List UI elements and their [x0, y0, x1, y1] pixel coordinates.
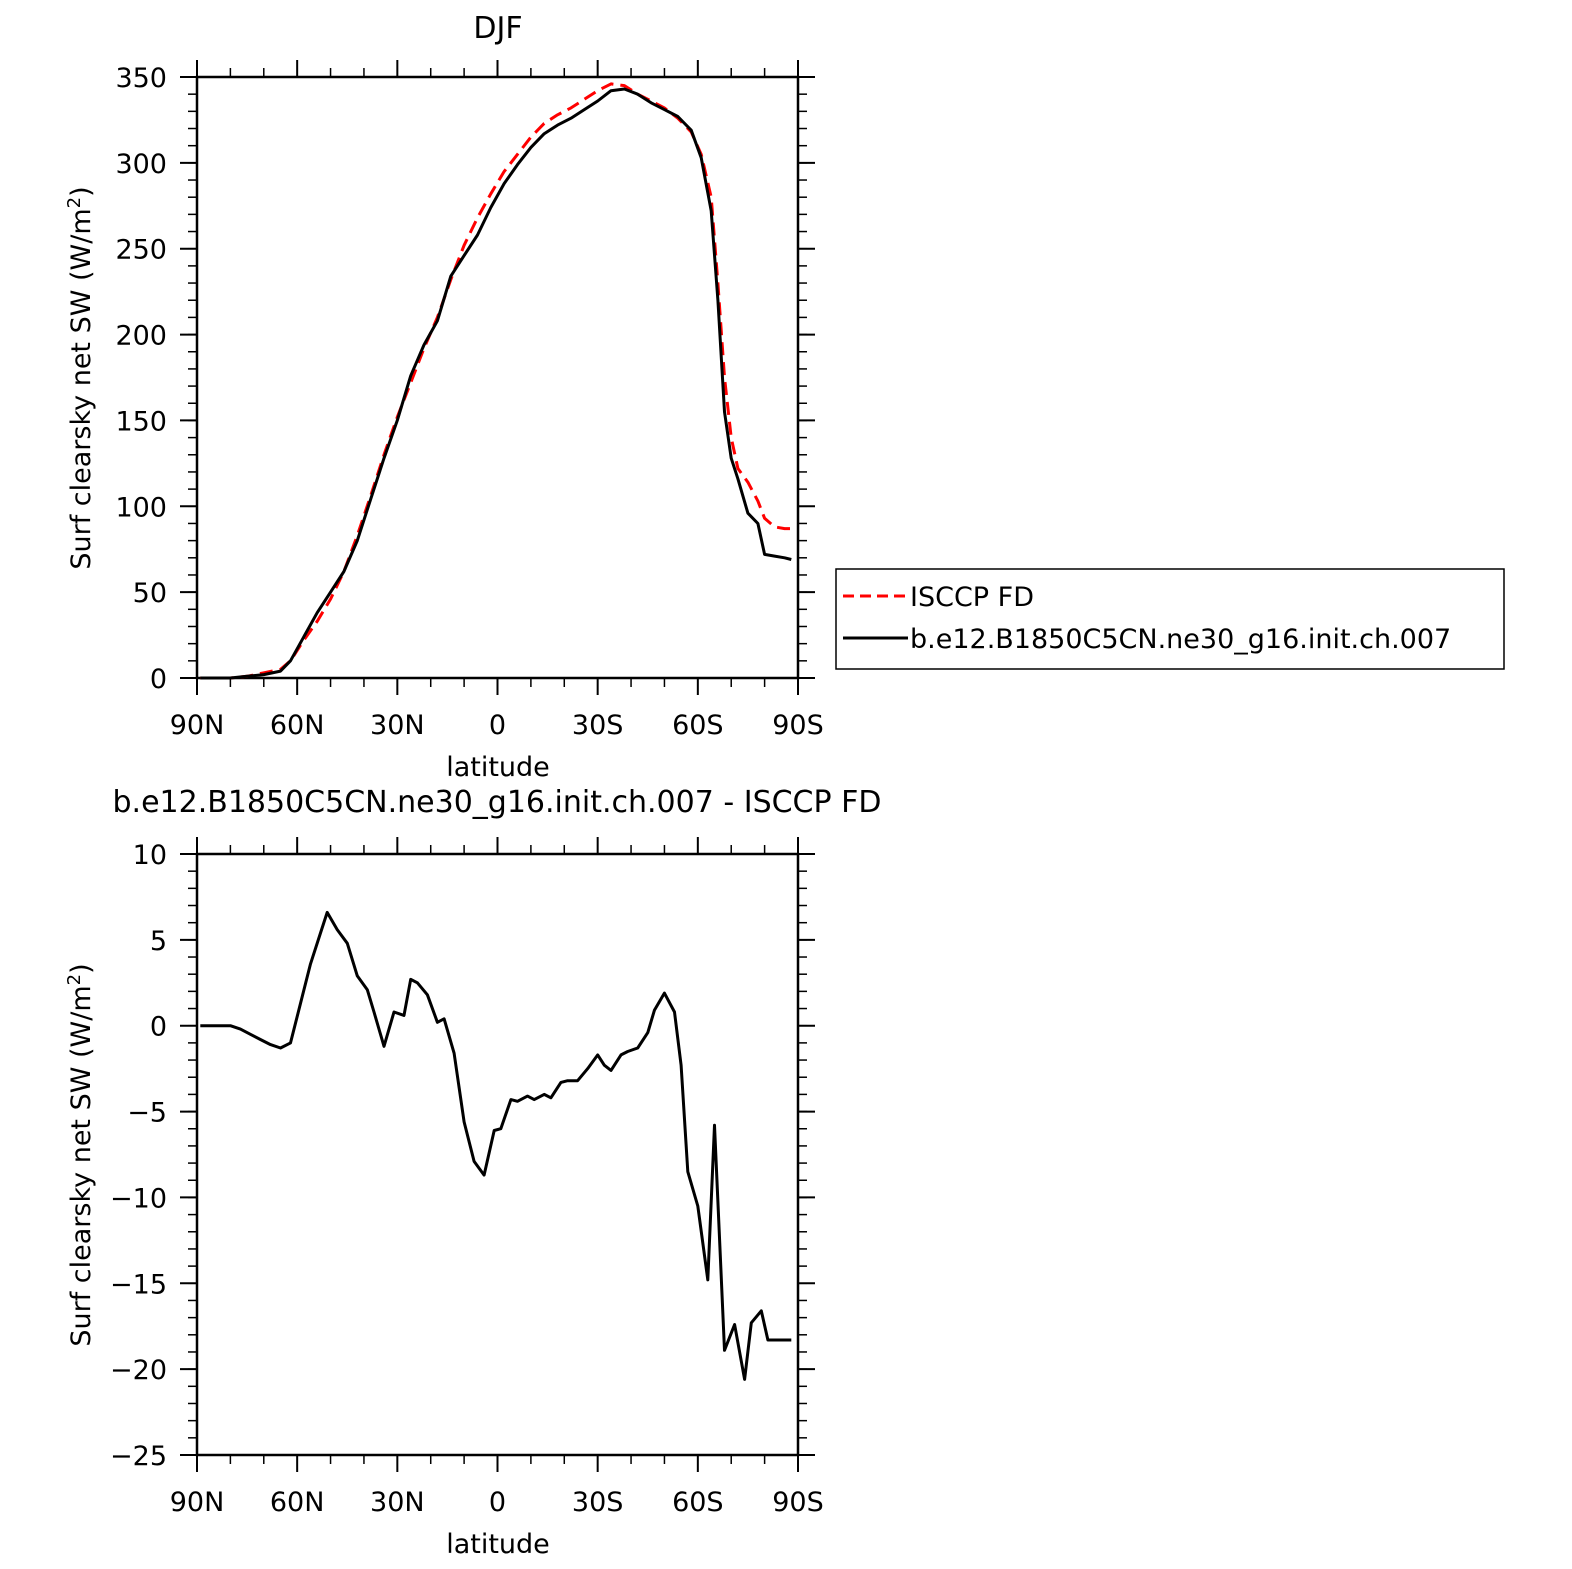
bottom-y-tick-label: −10 [110, 1183, 167, 1214]
top-x-axis-label: latitude [446, 752, 550, 783]
bottom-y-tick-label: −15 [110, 1269, 167, 1300]
top-y-axis-label: Surf clearsky net SW (W/m2) [64, 186, 97, 569]
bottom-plot-frame [195, 852, 800, 1457]
top-chart-ticks: 90N 60N 30N 0 30S 60S 90S 0 50 100 150 200 250 300 350 [115, 60, 824, 741]
top-x-tick-label: 90S [772, 710, 824, 741]
bottom-series-line-0 [200, 910, 792, 1381]
bottom-y-tick-label: 10 [133, 840, 167, 871]
bottom-x-axis-label: latitude [446, 1529, 550, 1560]
legend: ISCCP FD b.e12.B1850C5CN.ne30_g16.init.c… [835, 568, 1505, 670]
bottom-y-axis-label: Surf clearsky net SW (W/m2) [64, 963, 97, 1346]
top-y-tick-label: 250 [115, 235, 167, 266]
top-chart-panel: DJF 90N 60N 30N 0 30S 60S 90S 0 50 100 150 200 250 30… [64, 11, 1505, 783]
top-y-tick-label: 150 [115, 406, 167, 437]
legend-label-isccp: ISCCP FD [910, 582, 1034, 613]
top-chart-title: DJF [473, 11, 522, 46]
top-x-tick-label: 60S [672, 710, 724, 741]
top-x-tick-label: 0 [489, 710, 506, 741]
bottom-chart-panel: b.e12.B1850C5CN.ne30_g16.init.ch.007 - I… [64, 785, 881, 1560]
top-y-tick-label: 200 [115, 321, 167, 352]
bottom-y-tick-label: −20 [110, 1355, 167, 1386]
bottom-y-tick-label: −5 [127, 1098, 167, 1129]
bottom-x-tick-label: 90S [772, 1487, 824, 1518]
top-x-tick-label: 60N [270, 710, 325, 741]
top-y-tick-label: 350 [115, 63, 167, 94]
legend-label-model: b.e12.B1850C5CN.ne30_g16.init.ch.007 [910, 624, 1451, 655]
top-chart-series [200, 82, 792, 680]
top-x-tick-label: 30N [370, 710, 425, 741]
bottom-y-tick-label: −25 [110, 1441, 167, 1472]
bottom-x-tick-label: 30S [572, 1487, 624, 1518]
top-y-tick-label: 0 [150, 664, 167, 695]
top-y-tick-label: 300 [115, 149, 167, 180]
top-plot-frame [195, 75, 800, 680]
bottom-x-tick-label: 60N [270, 1487, 325, 1518]
legend-box [835, 568, 1505, 670]
bottom-y-tick-label: 0 [150, 1012, 167, 1043]
bottom-x-tick-label: 90N [170, 1487, 225, 1518]
bottom-x-tick-label: 60S [672, 1487, 724, 1518]
bottom-chart-series [200, 910, 792, 1381]
bottom-x-tick-label: 30N [370, 1487, 425, 1518]
top-x-tick-label: 30S [572, 710, 624, 741]
bottom-chart-ticks: 90N 60N 30N 0 30S 60S 90S −25 −20 −15 −10 −5 0 5 10 [110, 837, 824, 1518]
top-y-tick-label: 50 [133, 578, 167, 609]
bottom-y-tick-label: 5 [150, 926, 167, 957]
top-series-line-1 [200, 87, 792, 680]
bottom-x-tick-label: 0 [489, 1487, 506, 1518]
top-y-tick-label: 100 [115, 492, 167, 523]
bottom-chart-title: b.e12.B1850C5CN.ne30_g16.init.ch.007 - I… [113, 785, 882, 820]
top-x-tick-label: 90N [170, 710, 225, 741]
top-series-line-0 [200, 82, 792, 680]
